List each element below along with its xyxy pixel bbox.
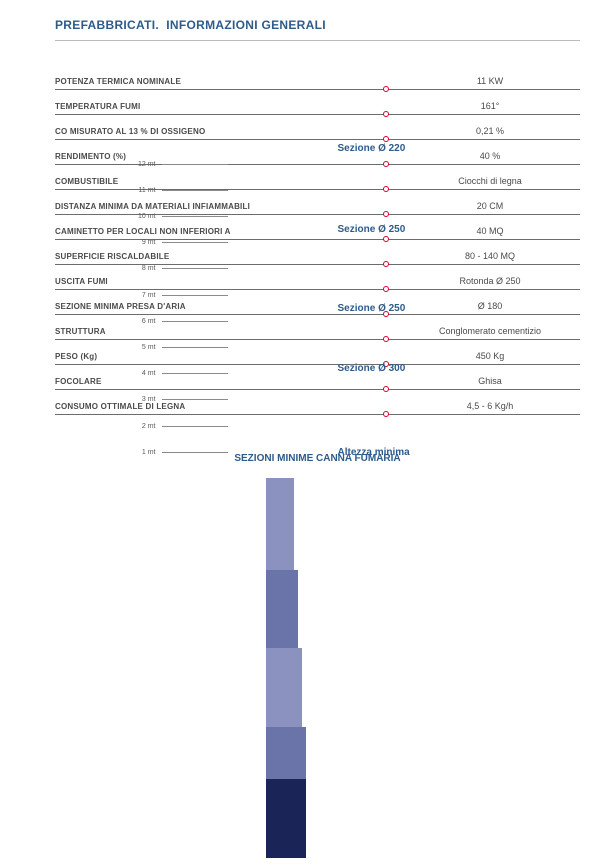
spec-value: 4,5 - 6 Kg/h — [340, 401, 580, 414]
axis-tick-label: 2 mt — [128, 423, 162, 430]
axis-tick-label: 3 mt — [128, 396, 162, 403]
bar-segment — [266, 570, 298, 649]
axis-tick-line — [162, 399, 228, 400]
spec-row: TEMPERATURA FUMI161° — [55, 90, 580, 115]
axis-tick-line — [162, 164, 228, 165]
axis-tick-line — [162, 452, 228, 453]
axis-tick-line — [162, 268, 228, 269]
spec-label: SEZIONE MINIMA PRESA D'ARIA — [55, 302, 340, 314]
spec-value: Conglomerato cementizio — [340, 326, 580, 339]
spec-label: TEMPERATURA FUMI — [55, 102, 340, 114]
section-label: Sezione Ø 300 — [338, 363, 406, 374]
axis-tick-label: 10 mt — [128, 213, 162, 220]
axis-tick-label: 12 mt — [128, 161, 162, 168]
spec-value: 80 - 140 MQ — [340, 251, 580, 264]
axis-tick-label: 6 mt — [128, 318, 162, 325]
section-label: Sezione Ø 250 — [338, 303, 406, 314]
spec-row: POTENZA TERMICA NOMINALE11 KW — [55, 65, 580, 90]
spec-label: SUPERFICIE RISCALDABILE — [55, 252, 340, 264]
axis-tick: 10 mt — [128, 213, 228, 220]
spec-label: POTENZA TERMICA NOMINALE — [55, 77, 340, 89]
axis-tick-label: 1 mt — [128, 449, 162, 456]
axis-tick: 8 mt — [128, 265, 228, 272]
axis-tick-label: 4 mt — [128, 370, 162, 377]
axis-tick: 1 mt — [128, 449, 228, 456]
spec-value: Rotonda Ø 250 — [340, 276, 580, 289]
axis-tick-line — [162, 321, 228, 322]
spec-label: FOCOLARE — [55, 377, 340, 389]
axis-tick: 4 mt — [128, 370, 228, 377]
axis-tick-line — [162, 347, 228, 348]
axis-tick: 12 mt — [128, 161, 228, 168]
spec-value: 11 KW — [340, 76, 580, 89]
axis-tick-line — [162, 426, 228, 427]
axis-tick-label: 7 mt — [128, 292, 162, 299]
spec-label: PESO (Kg) — [55, 352, 340, 364]
bar-segment — [266, 478, 294, 570]
spec-value: 20 CM — [340, 201, 580, 214]
axis-tick: 6 mt — [128, 318, 228, 325]
chart-area: 12 mt11 mt10 mt9 mt8 mt7 mt6 mt5 mt4 mt3… — [128, 478, 508, 858]
axis-tick-line — [162, 216, 228, 217]
spec-label: CAMINETTO PER LOCALI NON INFERIORI A — [55, 227, 340, 239]
spec-label: USCITA FUMI — [55, 277, 340, 289]
bar-segment — [266, 779, 306, 858]
axis-tick-label: 8 mt — [128, 265, 162, 272]
axis-tick: 9 mt — [128, 239, 228, 246]
spec-value: Ciocchi di legna — [340, 176, 580, 189]
spec-value: Ghisa — [340, 376, 580, 389]
spec-label: CONSUMO OTTIMALE DI LEGNA — [55, 402, 340, 414]
axis-tick: 11 mt — [128, 187, 228, 194]
axis-tick: 2 mt — [128, 423, 228, 430]
bar-segment — [266, 648, 302, 727]
axis-tick-line — [162, 295, 228, 296]
marker-icon — [383, 411, 389, 417]
spec-label: STRUTTURA — [55, 327, 340, 339]
chart-bars — [266, 478, 306, 858]
axis-tick-line — [162, 190, 228, 191]
axis-tick: 7 mt — [128, 292, 228, 299]
spec-row: CO MISURATO AL 13 % DI OSSIGENO0,21 % — [55, 115, 580, 140]
spec-row: DISTANZA MINIMA DA MATERIALI INFIAMMABIL… — [55, 190, 580, 215]
axis-tick: 3 mt — [128, 396, 228, 403]
axis-tick-label: 9 mt — [128, 239, 162, 246]
section-label: Altezza minima — [338, 447, 410, 458]
spec-label: CO MISURATO AL 13 % DI OSSIGENO — [55, 127, 340, 139]
section-label: Sezione Ø 250 — [338, 224, 406, 235]
page-title: PREFABBRICATI. INFORMAZIONI GENERALI — [55, 18, 580, 41]
axis-tick-label: 11 mt — [128, 187, 162, 194]
section-label: Sezione Ø 220 — [338, 143, 406, 154]
axis-tick-label: 5 mt — [128, 344, 162, 351]
axis-tick: 5 mt — [128, 344, 228, 351]
spec-value: 161° — [340, 101, 580, 114]
bar-segment — [266, 727, 306, 779]
spec-row: FOCOLAREGhisa — [55, 365, 580, 390]
chart-section: SEZIONI MINIME CANNA FUMARIA 12 mt11 mt1… — [55, 453, 580, 858]
axis-tick-line — [162, 242, 228, 243]
spec-value: 0,21 % — [340, 126, 580, 139]
axis-tick-line — [162, 373, 228, 374]
